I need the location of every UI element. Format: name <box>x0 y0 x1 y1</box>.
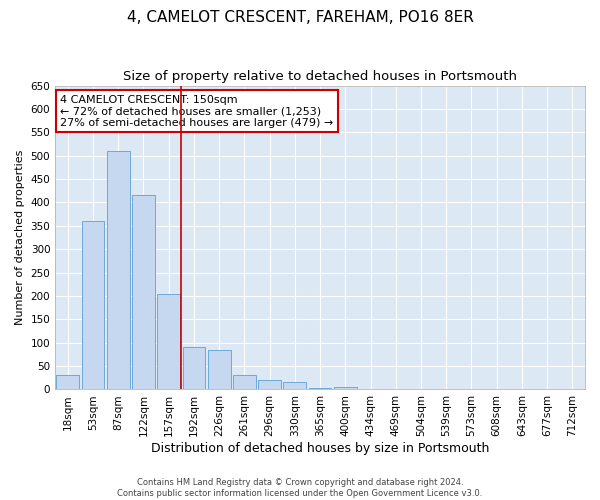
Bar <box>132 196 155 390</box>
Bar <box>283 382 306 390</box>
Text: Contains HM Land Registry data © Crown copyright and database right 2024.
Contai: Contains HM Land Registry data © Crown c… <box>118 478 482 498</box>
Bar <box>157 294 180 390</box>
Bar <box>258 380 281 390</box>
Title: Size of property relative to detached houses in Portsmouth: Size of property relative to detached ho… <box>123 70 517 83</box>
Bar <box>56 376 79 390</box>
Bar <box>208 350 230 390</box>
Y-axis label: Number of detached properties: Number of detached properties <box>15 150 25 325</box>
Text: 4 CAMELOT CRESCENT: 150sqm
← 72% of detached houses are smaller (1,253)
27% of s: 4 CAMELOT CRESCENT: 150sqm ← 72% of deta… <box>61 94 334 128</box>
Bar <box>107 151 130 390</box>
Bar <box>561 388 584 390</box>
Text: 4, CAMELOT CRESCENT, FAREHAM, PO16 8ER: 4, CAMELOT CRESCENT, FAREHAM, PO16 8ER <box>127 10 473 25</box>
Bar <box>309 388 331 390</box>
X-axis label: Distribution of detached houses by size in Portsmouth: Distribution of detached houses by size … <box>151 442 489 455</box>
Bar <box>82 221 104 390</box>
Bar <box>233 376 256 390</box>
Bar <box>359 388 382 390</box>
Bar <box>334 387 356 390</box>
Bar <box>182 348 205 390</box>
